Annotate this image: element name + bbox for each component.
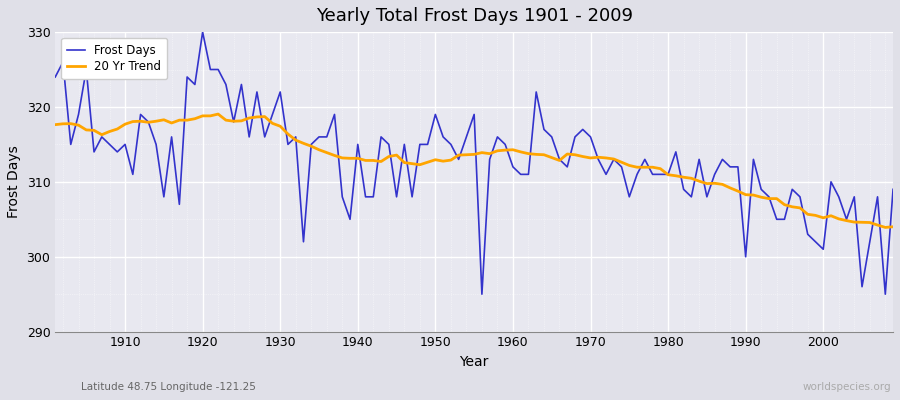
Frost Days — [616, 164, 627, 169]
Frost Days — [112, 150, 122, 154]
20 Yr Trend — [337, 156, 347, 160]
X-axis label: Year: Year — [460, 355, 489, 369]
20 Yr Trend — [887, 224, 898, 229]
Y-axis label: Frost Days: Frost Days — [7, 146, 21, 218]
20 Yr Trend — [880, 225, 891, 230]
20 Yr Trend — [212, 112, 223, 116]
20 Yr Trend — [508, 147, 518, 152]
Frost Days — [516, 172, 526, 177]
20 Yr Trend — [112, 127, 122, 132]
Frost Days — [50, 74, 60, 79]
Line: 20 Yr Trend: 20 Yr Trend — [55, 114, 893, 228]
20 Yr Trend — [516, 150, 526, 154]
Legend: Frost Days, 20 Yr Trend: Frost Days, 20 Yr Trend — [61, 38, 167, 79]
Frost Days — [337, 194, 347, 199]
20 Yr Trend — [608, 157, 619, 162]
Text: worldspecies.org: worldspecies.org — [803, 382, 891, 392]
Frost Days — [523, 172, 534, 177]
Frost Days — [887, 187, 898, 192]
Frost Days — [197, 30, 208, 34]
20 Yr Trend — [50, 122, 60, 127]
Line: Frost Days: Frost Days — [55, 32, 893, 294]
20 Yr Trend — [291, 138, 302, 142]
Title: Yearly Total Frost Days 1901 - 2009: Yearly Total Frost Days 1901 - 2009 — [316, 7, 633, 25]
Frost Days — [476, 292, 487, 296]
Text: Latitude 48.75 Longitude -121.25: Latitude 48.75 Longitude -121.25 — [81, 382, 256, 392]
Frost Days — [291, 134, 302, 139]
